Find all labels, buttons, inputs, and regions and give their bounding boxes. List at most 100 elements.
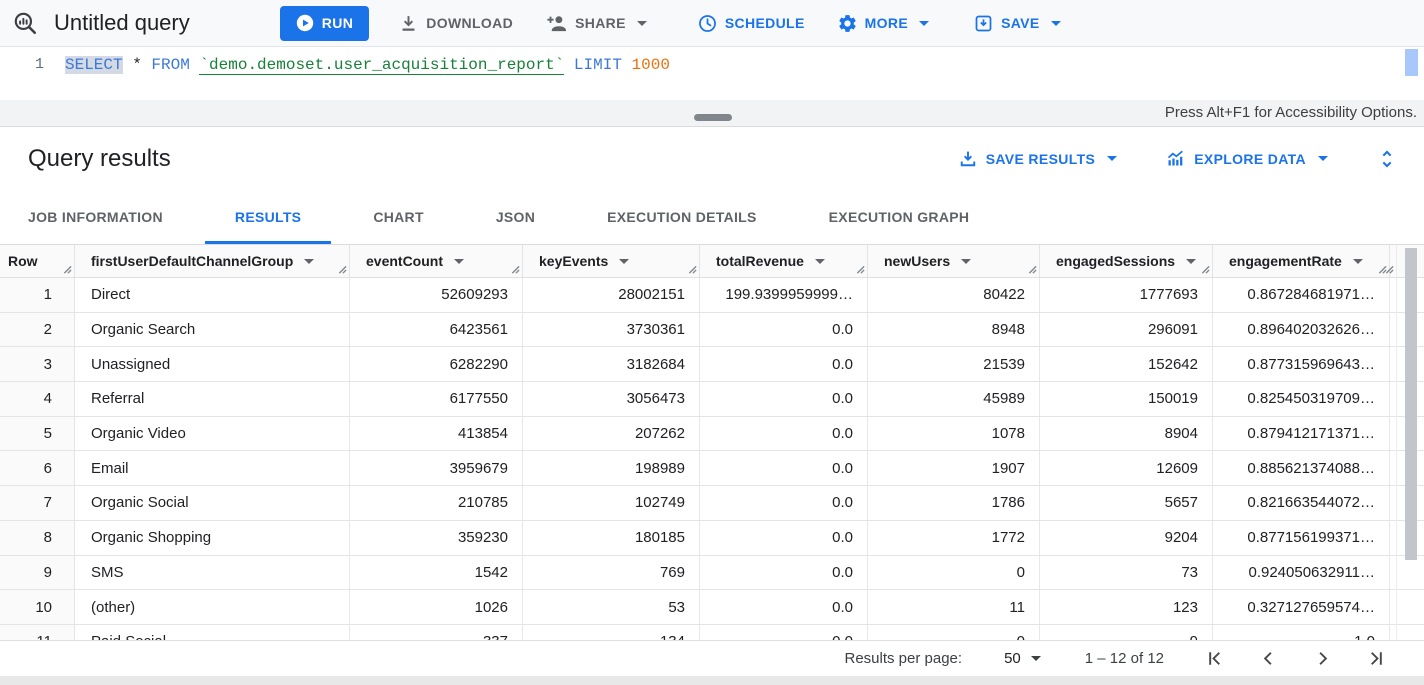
save-button[interactable]: SAVE [973, 5, 1061, 41]
column-menu-caret-icon[interactable] [1186, 258, 1197, 264]
table-cell: 0.885621374088… [1213, 451, 1390, 486]
table-cell: 5657 [1040, 486, 1213, 520]
table-cell: 6423561 [350, 312, 523, 347]
table-cell: 0.0 [700, 624, 868, 640]
save-results-button[interactable]: SAVE RESULTS [958, 149, 1118, 169]
tab-json[interactable]: JSON [495, 209, 536, 225]
page-size-select[interactable]: 50 [1004, 650, 1041, 667]
column-menu-caret-icon[interactable] [961, 258, 972, 264]
table-row[interactable]: 2 Organic Search 6423561 3730361 0.0 8948 296… [0, 312, 1424, 348]
table-row[interactable]: 3 Unassigned 6282290 3182684 0.0 21539 152642… [0, 347, 1424, 383]
table-cell: 0.877156199371… [1213, 520, 1390, 555]
horizontal-scrollbar[interactable] [0, 676, 1424, 685]
save-results-icon [958, 149, 978, 169]
column-menu-caret-icon[interactable] [304, 258, 315, 264]
column-header[interactable]: newUsers [868, 245, 1040, 277]
prev-page-button[interactable] [1254, 645, 1282, 673]
code-line[interactable]: SELECT * FROM `demo.demoset.user_acquisi… [65, 54, 670, 76]
run-button[interactable]: RUN [279, 5, 370, 41]
column-resize-grip-icon[interactable] [1378, 265, 1387, 274]
column-resize-grip-icon[interactable] [1201, 265, 1210, 274]
explore-data-caret-icon [1318, 156, 1328, 161]
table-cell: 0.0 [700, 416, 868, 451]
table-cell: 150019 [1040, 382, 1213, 416]
table-reference-link[interactable]: `demo.demoset.user_acquisition_report` [199, 56, 565, 75]
tab-results[interactable]: RESULTS [204, 190, 332, 244]
table-cell: 0.879412171371… [1213, 416, 1390, 451]
column-resize-grip-icon[interactable] [1385, 265, 1394, 274]
tab-job-information[interactable]: JOB INFORMATION [28, 209, 163, 225]
column-header[interactable]: totalRevenue [700, 245, 868, 277]
table-row[interactable]: 10 (other) 1026 53 0.0 11 123 0.327127659574… [0, 590, 1424, 625]
row-number-cell: 5 [0, 416, 75, 451]
last-page-button[interactable] [1362, 645, 1390, 673]
tab-chart[interactable]: CHART [373, 209, 424, 225]
row-number-cell: 10 [0, 590, 75, 624]
table-cell: 6282290 [350, 347, 523, 382]
column-menu-caret-icon[interactable] [814, 258, 825, 264]
table-cell: 1786 [868, 486, 1040, 520]
table-cell: 359230 [350, 520, 523, 555]
table-cell: 0.0 [700, 520, 868, 555]
table-cell: 0.0 [700, 486, 868, 520]
table-row[interactable]: 9 SMS 1542 769 0.0 0 73 0.924050632911… [0, 555, 1424, 591]
table-cell: 11 [868, 590, 1040, 624]
tab-execution-details[interactable]: EXECUTION DETAILS [607, 209, 757, 225]
column-header[interactable]: engagedSessions [1040, 245, 1213, 277]
column-resize-grip-icon[interactable] [688, 265, 697, 274]
column-resize-grip-icon[interactable] [856, 265, 865, 274]
query-toolbar: Untitled query RUN DOWNLOAD SHARE SCHEDU… [0, 0, 1424, 47]
row-number-cell: 1 [0, 278, 75, 312]
column-resize-grip-icon[interactable] [511, 265, 520, 274]
column-resize-grip-icon[interactable] [338, 265, 347, 274]
table-vertical-scrollbar[interactable] [1405, 248, 1417, 560]
table-cell: 9 [1040, 624, 1213, 640]
column-header[interactable]: firstUserDefaultChannelGroup [75, 245, 350, 277]
results-table: Row firstUserDefaultChannelGroup eventCo… [0, 245, 1424, 640]
schedule-button[interactable]: SCHEDULE [697, 5, 805, 41]
table-cell: 1.0 [1213, 624, 1390, 640]
download-button[interactable]: DOWNLOAD [398, 5, 513, 41]
table-cell: Organic Search [75, 312, 350, 347]
table-cell: 1542 [350, 555, 523, 590]
sql-token: * [122, 56, 152, 74]
column-header[interactable]: Row [0, 245, 75, 277]
row-number-cell: 3 [0, 347, 75, 382]
download-icon [398, 13, 419, 34]
column-resize-grip-icon[interactable] [1028, 265, 1037, 274]
table-cell: 413854 [350, 416, 523, 451]
row-number-cell: 9 [0, 555, 75, 590]
column-label: Row [8, 253, 38, 269]
column-resize-grip-icon[interactable] [63, 265, 72, 274]
column-menu-caret-icon[interactable] [619, 258, 630, 264]
column-header[interactable]: keyEvents [523, 245, 700, 277]
table-row[interactable]: 1 Direct 52609293 28002151 199.9399959999… 8… [0, 278, 1424, 313]
table-row[interactable]: 8 Organic Shopping 359230 180185 0.0 1772 920… [0, 520, 1424, 556]
more-button[interactable]: MORE [837, 5, 930, 41]
table-row[interactable]: 4 Referral 6177550 3056473 0.0 45989 150019 0.… [0, 382, 1424, 417]
table-row[interactable]: 7 Organic Social 210785 102749 0.0 1786 5657 0… [0, 486, 1424, 521]
tab-execution-graph[interactable]: EXECUTION GRAPH [828, 209, 970, 225]
column-menu-caret-icon[interactable] [454, 258, 464, 264]
table-row[interactable]: 11 Paid Social3371340.0091.0 [0, 624, 1424, 640]
column-label: newUsers [884, 253, 951, 269]
sql-editor[interactable]: 1 SELECT * FROM `demo.demoset.user_acqui… [0, 47, 1424, 100]
share-button[interactable]: SHARE [545, 5, 647, 41]
editor-scrollbar[interactable] [1405, 49, 1418, 76]
explore-data-button[interactable]: EXPLORE DATA [1165, 148, 1328, 169]
table-header-row: Row firstUserDefaultChannelGroup eventCo… [0, 245, 1424, 278]
column-header[interactable]: eventCount [350, 245, 523, 277]
column-label: engagementRate [1229, 253, 1342, 269]
table-row[interactable]: 5 Organic Video 413854 207262 0.0 1078 8904 0.… [0, 416, 1424, 452]
splitter-handle[interactable] [694, 114, 732, 121]
table-cell: Paid Social [75, 624, 350, 640]
first-page-button[interactable] [1200, 645, 1228, 673]
table-cell: 53 [523, 590, 700, 624]
collapse-results-button[interactable] [1376, 148, 1398, 170]
column-menu-caret-icon[interactable] [1352, 258, 1363, 264]
query-magnifier-icon [12, 10, 38, 36]
results-title: Query results [28, 144, 171, 172]
next-page-button[interactable] [1308, 645, 1336, 673]
table-row[interactable]: 6 Email 3959679 198989 0.0 1907 12609 0.885621… [0, 451, 1424, 487]
column-header[interactable]: engagementRate [1213, 245, 1390, 277]
